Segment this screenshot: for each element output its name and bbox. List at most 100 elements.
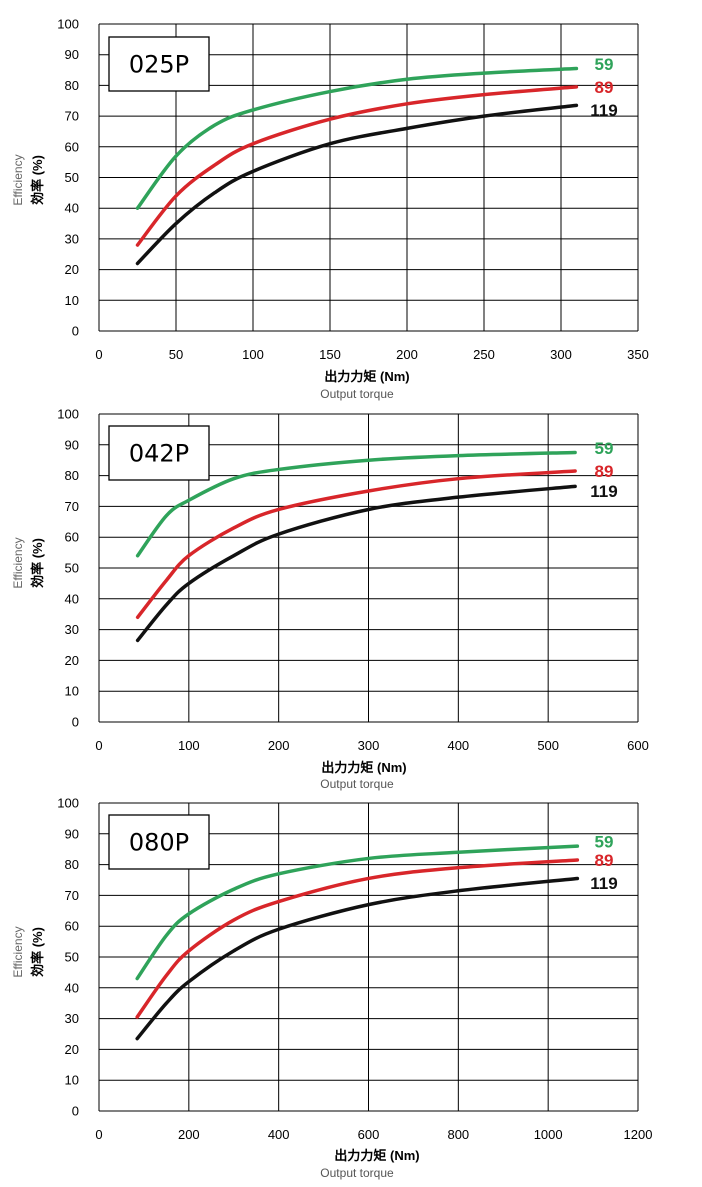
series-line-89: [135, 85, 579, 247]
y-tick-label: 90: [65, 437, 79, 452]
series-line-119: [135, 876, 580, 1041]
y-axis-label-en: Efficiency: [11, 537, 25, 588]
model-badge-box: [108, 425, 210, 481]
x-tick-label: 200: [396, 347, 418, 362]
y-axis-label: 効率 (%): [30, 538, 45, 588]
x-axis-label: 出力力矩 (Nm): [321, 760, 406, 775]
series-line-59: [135, 450, 577, 558]
model-badge: 080P: [108, 814, 210, 870]
x-tick-label: 100: [178, 738, 200, 753]
y-tick-label: 0: [72, 715, 79, 730]
series-label-119: 119: [590, 482, 617, 501]
chart-panel-080p: Efficiency 効率 (%) 出力力矩 (Nm) Output torqu…: [11, 796, 652, 1181]
x-tick-label: 600: [358, 1127, 380, 1142]
x-axis-label-en: Output torque: [320, 1166, 394, 1180]
y-axis-label: 効率 (%): [30, 927, 45, 977]
y-tick-label: 30: [65, 231, 79, 246]
y-tick-label: 10: [65, 1073, 79, 1088]
x-tick-label: 400: [268, 1127, 290, 1142]
y-tick-label: 80: [65, 78, 79, 93]
model-badge-box: [108, 814, 210, 870]
y-tick-label: 30: [65, 1011, 79, 1026]
grid: [98, 23, 639, 332]
y-tick-label: 0: [72, 324, 79, 339]
y-tick-label: 100: [57, 17, 79, 32]
x-tick-label: 0: [95, 738, 102, 753]
x-tick-label: 500: [537, 738, 559, 753]
x-tick-label: 150: [319, 347, 341, 362]
series-label-59: 59: [595, 439, 614, 458]
series-line-89: [135, 858, 580, 1019]
y-tick-label: 40: [65, 201, 79, 216]
x-tick-label: 1200: [624, 1127, 653, 1142]
x-tick-label: 350: [627, 347, 649, 362]
y-tick-label: 70: [65, 888, 79, 903]
x-tick-label: 200: [268, 738, 290, 753]
y-tick-label: 50: [65, 170, 79, 185]
series-line-59: [135, 844, 580, 981]
model-badge-label: 080P: [129, 829, 189, 857]
series-label-119: 119: [590, 874, 617, 893]
y-tick-label: 50: [65, 950, 79, 965]
x-tick-label: 50: [169, 347, 183, 362]
y-tick-label: 60: [65, 919, 79, 934]
y-tick-label: 60: [65, 139, 79, 154]
model-badge-box: [108, 36, 210, 92]
model-badge: 042P: [108, 425, 210, 481]
model-badge-label: 042P: [129, 440, 189, 468]
series-line-59: [135, 66, 579, 210]
y-axis-label-en: Efficiency: [11, 154, 25, 205]
x-tick-label: 250: [473, 347, 495, 362]
y-tick-label: 100: [57, 796, 79, 811]
grid: [98, 802, 639, 1112]
y-tick-label: 0: [72, 1104, 79, 1119]
y-tick-label: 80: [65, 468, 79, 483]
model-badge-label: 025P: [129, 51, 189, 79]
y-tick-label: 50: [65, 561, 79, 576]
x-tick-label: 300: [550, 347, 572, 362]
chart-panel-025p: Efficiency 効率 (%) 出力力矩 (Nm) Output torqu…: [11, 17, 649, 402]
x-tick-label: 800: [447, 1127, 469, 1142]
series-label-89: 89: [595, 851, 614, 870]
y-tick-label: 70: [65, 499, 79, 514]
model-badge: 025P: [108, 36, 210, 92]
y-tick-label: 90: [65, 826, 79, 841]
x-tick-label: 300: [358, 738, 380, 753]
y-axis-label-en: Efficiency: [11, 926, 25, 977]
y-tick-label: 20: [65, 262, 79, 277]
x-axis-label: 出力力矩 (Nm): [324, 369, 409, 384]
chart-panel-042p: Efficiency 効率 (%) 出力力矩 (Nm) Output torqu…: [11, 407, 649, 792]
x-tick-label: 0: [95, 1127, 102, 1142]
x-tick-label: 400: [447, 738, 469, 753]
x-tick-label: 1000: [534, 1127, 563, 1142]
y-tick-label: 20: [65, 653, 79, 668]
x-tick-label: 0: [95, 347, 102, 362]
series-label-119: 119: [590, 101, 617, 120]
x-axis-label: 出力力矩 (Nm): [334, 1148, 419, 1163]
y-tick-label: 10: [65, 684, 79, 699]
y-tick-label: 10: [65, 293, 79, 308]
x-axis-label-en: Output torque: [320, 777, 394, 791]
y-tick-label: 40: [65, 591, 79, 606]
x-tick-label: 200: [178, 1127, 200, 1142]
series-line-119: [135, 484, 577, 643]
y-tick-label: 60: [65, 530, 79, 545]
x-tick-label: 100: [242, 347, 264, 362]
y-tick-label: 80: [65, 857, 79, 872]
y-tick-label: 90: [65, 47, 79, 62]
y-tick-label: 20: [65, 1042, 79, 1057]
x-tick-label: 600: [627, 738, 649, 753]
y-tick-label: 100: [57, 407, 79, 422]
series-label-59: 59: [595, 55, 614, 74]
y-tick-label: 70: [65, 109, 79, 124]
y-tick-label: 30: [65, 622, 79, 637]
series-label-59: 59: [595, 833, 614, 852]
x-axis-label-en: Output torque: [320, 387, 394, 401]
y-tick-label: 40: [65, 980, 79, 995]
series-line-89: [135, 469, 577, 620]
series-label-89: 89: [595, 78, 614, 97]
y-axis-label: 効率 (%): [30, 155, 45, 205]
series-label-89: 89: [595, 462, 614, 481]
series-line-119: [135, 103, 579, 266]
